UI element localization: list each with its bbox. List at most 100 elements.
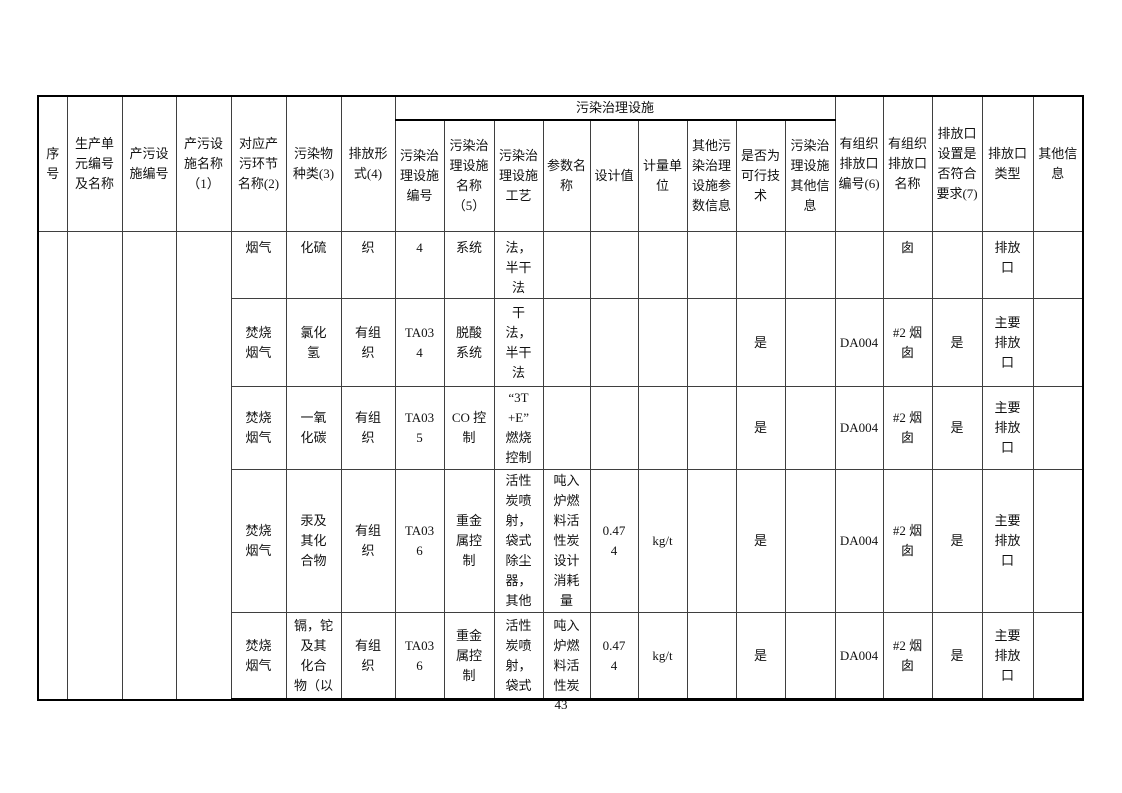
table-cell: 囱 <box>882 231 933 299</box>
table-cell <box>1032 298 1084 387</box>
table-cell <box>686 298 737 387</box>
table-cell <box>1032 386 1084 470</box>
table-cell: TA03 6 <box>394 612 445 701</box>
table-cell <box>735 231 786 299</box>
table-cell: 主要 排放 口 <box>981 298 1034 387</box>
table-cell: 吨入 炉燃 料活 性炭 设计 消耗 量 <box>542 469 591 613</box>
table-cell: 系统 <box>443 231 495 299</box>
table-cell <box>637 298 688 387</box>
table-cell: 4 <box>394 231 445 299</box>
table-cell: 主要 排放 口 <box>981 469 1034 613</box>
table-cell: 是 <box>735 469 786 613</box>
pollution-treatment-table: 序 号 生产单 元编号 及名称 产污设 施编号 产污设 施名称 （1） 对应产 … <box>37 95 1085 701</box>
table-cell: 有组 织 <box>340 386 396 470</box>
table-cell: 排放 口 <box>981 231 1034 299</box>
column-header: 其他信 息 <box>1032 95 1084 232</box>
merged-empty-cell <box>37 231 68 700</box>
column-header: 有组织 排放口 编号(6) <box>834 95 884 232</box>
table-cell: 焚烧 烟气 <box>230 298 287 387</box>
table-cell <box>784 231 836 299</box>
table-cell: 是 <box>931 612 983 701</box>
table-cell: 是 <box>931 298 983 387</box>
table-cell <box>784 386 836 470</box>
column-header: 序 号 <box>37 95 68 232</box>
table-cell: #2 烟 囱 <box>882 386 933 470</box>
table-cell: TA03 4 <box>394 298 445 387</box>
column-header: 设计值 <box>589 119 639 232</box>
table-cell: DA004 <box>834 298 884 387</box>
table-cell: 是 <box>735 386 786 470</box>
table-cell: 有组 织 <box>340 469 396 613</box>
table-cell: 活性 炭喷 射， 袋式 <box>493 612 544 701</box>
column-header: 污染治 理设施 工艺 <box>493 119 544 232</box>
table-cell <box>686 386 737 470</box>
table-cell <box>834 231 884 299</box>
table-cell: 镉，铊 及其 化合 物（以 <box>285 612 342 701</box>
page-number: 43 <box>554 697 568 712</box>
table-cell <box>1032 231 1084 299</box>
table-cell: 焚烧 烟气 <box>230 612 287 701</box>
column-header: 排放口 设置是 否符合 要求(7) <box>931 95 983 232</box>
table-cell: 重金 属控 制 <box>443 612 495 701</box>
table-cell: #2 烟 囱 <box>882 469 933 613</box>
table-cell: 烟气 <box>230 231 287 299</box>
table-cell: 脱酸 系统 <box>443 298 495 387</box>
table-cell: 法， 半干 法 <box>493 231 544 299</box>
table-cell <box>784 298 836 387</box>
table-cell: 0.47 4 <box>589 469 639 613</box>
column-header: 其他污 染治理 设施参 数信息 <box>686 119 737 232</box>
table-cell: 有组 织 <box>340 612 396 701</box>
table-cell: 重金 属控 制 <box>443 469 495 613</box>
table-cell: 有组 织 <box>340 298 396 387</box>
table-cell: DA004 <box>834 386 884 470</box>
table-cell: TA03 5 <box>394 386 445 470</box>
merged-empty-cell <box>175 231 232 700</box>
table-cell: 吨入 炉燃 料活 性炭 <box>542 612 591 701</box>
table-cell <box>784 469 836 613</box>
table-cell: 焚烧 烟气 <box>230 469 287 613</box>
table-cell <box>686 612 737 701</box>
table-cell: 是 <box>735 298 786 387</box>
table-cell <box>686 469 737 613</box>
table-cell <box>637 386 688 470</box>
column-header: 排放口 类型 <box>981 95 1034 232</box>
table-cell: 主要 排放 口 <box>981 386 1034 470</box>
table-cell <box>542 298 591 387</box>
merged-empty-cell <box>66 231 123 700</box>
column-header: 对应产 污环节 名称(2) <box>230 95 287 232</box>
table-cell: 主要 排放 口 <box>981 612 1034 701</box>
table-cell <box>542 231 591 299</box>
table-cell: 是 <box>931 386 983 470</box>
column-header: 污染治 理设施 其他信 息 <box>784 119 836 232</box>
table-cell: kg/t <box>637 469 688 613</box>
table-cell <box>589 298 639 387</box>
table-cell: 是 <box>735 612 786 701</box>
column-header: 污染物 种类(3) <box>285 95 342 232</box>
column-header: 计量单 位 <box>637 119 688 232</box>
table-cell: 汞及 其化 合物 <box>285 469 342 613</box>
table-cell: 干 法， 半干 法 <box>493 298 544 387</box>
table-cell: DA004 <box>834 612 884 701</box>
column-header: 污染治 理设施 名称 （5） <box>443 119 495 232</box>
table-cell: 活性 炭喷 射， 袋式 除尘 器， 其他 <box>493 469 544 613</box>
column-header: 污染治 理设施 编号 <box>394 119 445 232</box>
table-cell <box>1032 612 1084 701</box>
column-header: 生产单 元编号 及名称 <box>66 95 123 232</box>
table-cell: 焚烧 烟气 <box>230 386 287 470</box>
column-header: 是否为 可行技 术 <box>735 119 786 232</box>
column-header: 排放形 式(4) <box>340 95 396 232</box>
table-cell <box>542 386 591 470</box>
column-header: 产污设 施编号 <box>121 95 177 232</box>
table-cell: 一氧 化碳 <box>285 386 342 470</box>
column-header: 有组织 排放口 名称 <box>882 95 933 232</box>
table-cell: 化硫 <box>285 231 342 299</box>
column-header: 参数名 称 <box>542 119 591 232</box>
table-cell <box>784 612 836 701</box>
table-cell: kg/t <box>637 612 688 701</box>
table-cell: 织 <box>340 231 396 299</box>
table-cell <box>589 231 639 299</box>
table-cell: 0.47 4 <box>589 612 639 701</box>
table-cell <box>686 231 737 299</box>
table-cell: #2 烟 囱 <box>882 612 933 701</box>
